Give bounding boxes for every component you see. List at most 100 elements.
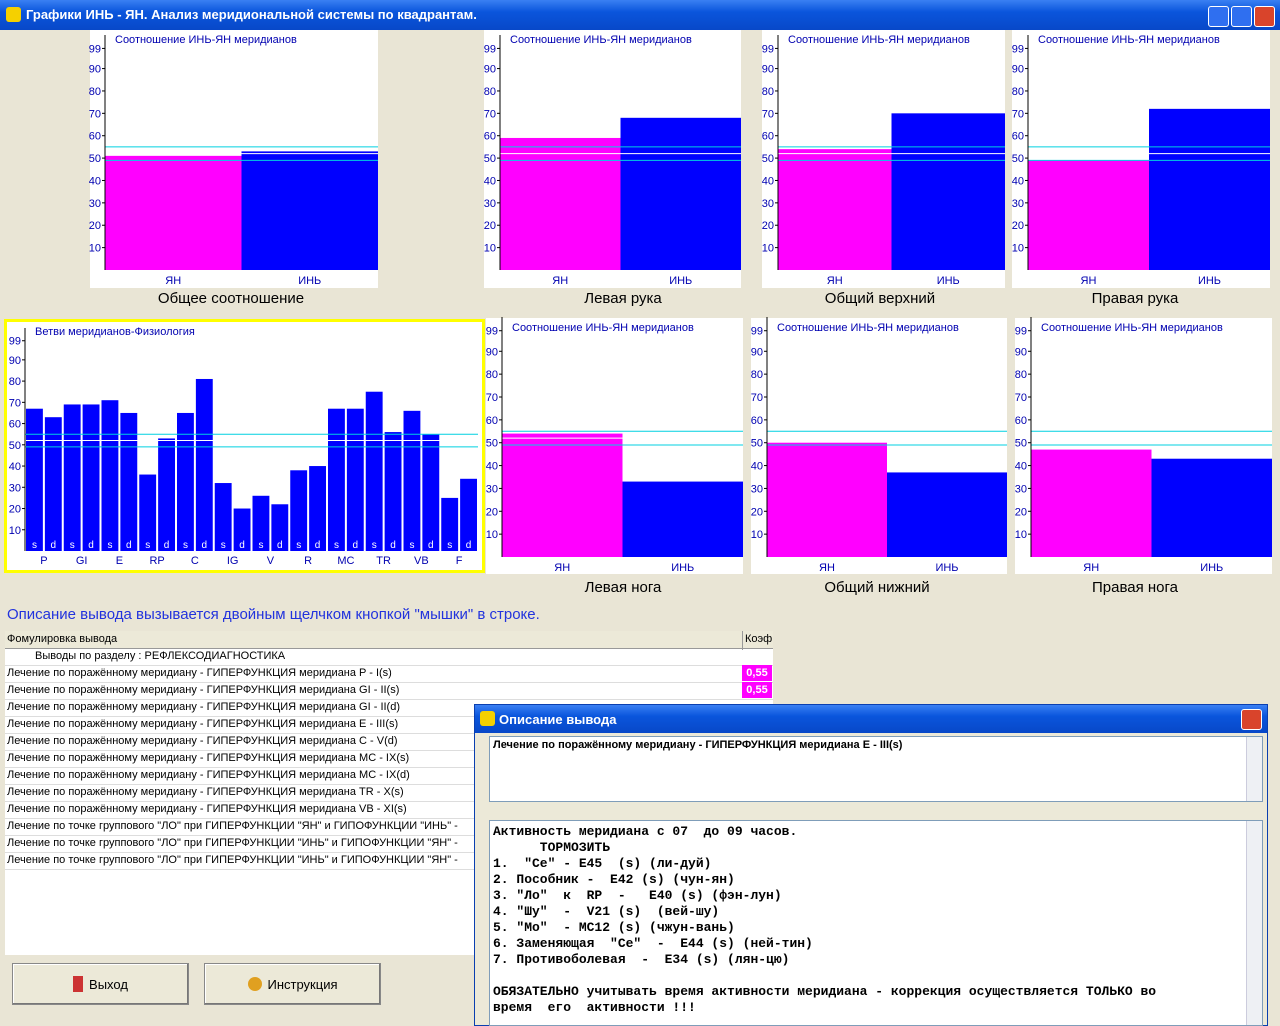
group-label: P [40,555,47,567]
dialog-close[interactable] [1241,709,1262,730]
conclusion-cell: Лечение по поражённому меридиану - ГИПЕР… [7,735,398,747]
y-tick-label: 40 [9,461,21,473]
table-row[interactable]: Лечение по поражённому меридиану - ГИПЕР… [5,733,773,751]
dialog-title-bar: Описание вывода [475,705,1267,733]
group-label: GI [76,555,88,567]
bar-sub-label: s [107,540,112,551]
y-tick-label: 90 [762,64,774,76]
bar [63,404,81,551]
bar-sub-label: d [466,540,472,551]
y-tick-label: 60 [1012,131,1024,143]
app-icon [6,7,21,22]
chart-caption: Левая рука [584,290,662,307]
instruction-icon [247,977,262,991]
y-tick-label: 99 [751,326,763,338]
header-cell: Коэф [742,631,774,650]
bar [891,113,1005,270]
y-tick-label: 50 [89,153,101,165]
bar-sub-label: d [239,540,245,551]
button-label: Инструкция [267,976,338,992]
y-tick-label: 20 [762,220,774,232]
instruction-button[interactable]: Инструкция [204,963,381,1005]
y-tick-label: 30 [1012,198,1024,210]
bar-sub-label: s [70,540,75,551]
y-tick-label: 20 [9,504,21,516]
coefficient-cell: 0,55 [742,682,772,698]
x-tick-label: ИНЬ [1198,275,1221,287]
section-label: Выводы по разделу : РЕФЛЕКСОДИАГНОСТИКА [35,650,286,662]
bar [778,149,892,270]
y-tick-label: 50 [9,440,21,452]
y-tick-label: 20 [486,506,498,518]
scrollbar[interactable] [1246,821,1262,1025]
y-tick-label: 60 [1015,415,1027,427]
bar-sub-label: d [126,540,132,551]
chart-title: Соотношение ИНЬ-ЯН меридианов [512,322,694,334]
y-tick-label: 10 [9,525,21,537]
heading-box: Лечение по поражённому меридиану - ГИПЕР… [489,736,1263,802]
table-row[interactable]: Лечение по поражённому меридиану - ГИПЕР… [5,716,773,734]
bar-sub-label: d [51,540,57,551]
table-row[interactable]: Лечение по точке группового "ЛО" при ГИП… [5,835,773,853]
bar [1151,458,1272,557]
table-row[interactable]: Лечение по поражённому меридиану - ГИПЕР… [5,750,773,768]
chart-caption: Правая нога [1092,579,1179,596]
y-tick-label: 30 [751,483,763,495]
bar-sub-label: d [315,540,321,551]
conclusion-cell: Лечение по поражённому меридиану - ГИПЕР… [7,786,404,798]
y-tick-label: 30 [484,198,496,210]
table-row[interactable]: Лечение по точке группового "ЛО" при ГИП… [5,852,773,870]
close-button[interactable] [1254,6,1275,27]
y-tick-label: 30 [762,198,774,210]
exit-button[interactable]: Выход [12,963,189,1005]
y-tick-label: 90 [486,346,498,358]
y-tick-label: 70 [762,108,774,120]
table-row[interactable]: Лечение по поражённому меридиану - ГИПЕР… [5,682,773,700]
table-row[interactable]: Лечение по поражённому меридиану - ГИПЕР… [5,699,773,717]
bar-sub-label: d [277,540,283,551]
x-tick-label: ИНЬ [1200,562,1223,574]
exit-icon [73,976,84,992]
table-row[interactable]: Лечение по точке группового "ЛО" при ГИП… [5,818,773,836]
y-tick-label: 90 [751,346,763,358]
y-tick-label: 99 [486,326,498,338]
y-tick-label: 40 [751,461,763,473]
y-tick-label: 70 [486,392,498,404]
table-row[interactable]: Лечение по поражённому меридиану - ГИПЕР… [5,784,773,802]
y-tick-label: 40 [762,175,774,187]
y-tick-label: 10 [89,243,101,255]
y-tick-label: 70 [1015,392,1027,404]
section-row[interactable]: Выводы по разделу : РЕФЛЕКСОДИАГНОСТИКА [5,648,773,666]
description-line: 1. "Се" - Е45 (s) (ли-дуй) [493,856,712,871]
y-tick-label: 50 [1012,153,1024,165]
chart-title: Ветви меридианов-Физиология [35,326,195,338]
y-tick-label: 80 [484,86,496,98]
group-label: RP [149,555,164,567]
dialog-title: Описание вывода [499,712,617,727]
table-row[interactable]: Лечение по поражённому меридиану - ГИПЕР… [5,801,773,819]
y-tick-label: 70 [89,108,101,120]
bar-sub-label: d [428,540,434,551]
chart-caption: Левая нога [585,579,662,596]
scrollbar[interactable] [1246,737,1262,801]
bar-sub-label: s [372,540,377,551]
bar-sub-label: s [32,540,37,551]
selection-border [4,319,485,573]
y-tick-label: 90 [89,64,101,76]
bar [500,137,621,270]
y-tick-label: 80 [762,86,774,98]
y-tick-label: 70 [751,392,763,404]
maximize-button[interactable] [1231,6,1252,27]
bar-sub-label: s [334,540,339,551]
bar [177,412,194,551]
chart-title: Соотношение ИНЬ-ЯН меридианов [1038,34,1220,46]
minimize-button[interactable] [1208,6,1229,27]
bar [139,474,157,551]
table-row[interactable]: Лечение по поражённому меридиану - ГИПЕР… [5,767,773,785]
y-tick-label: 20 [484,220,496,232]
y-tick-label: 50 [484,153,496,165]
y-tick-label: 30 [1015,483,1027,495]
bar [82,404,100,551]
table-row[interactable]: Лечение по поражённому меридиану - ГИПЕР… [5,665,773,683]
y-tick-label: 80 [751,369,763,381]
